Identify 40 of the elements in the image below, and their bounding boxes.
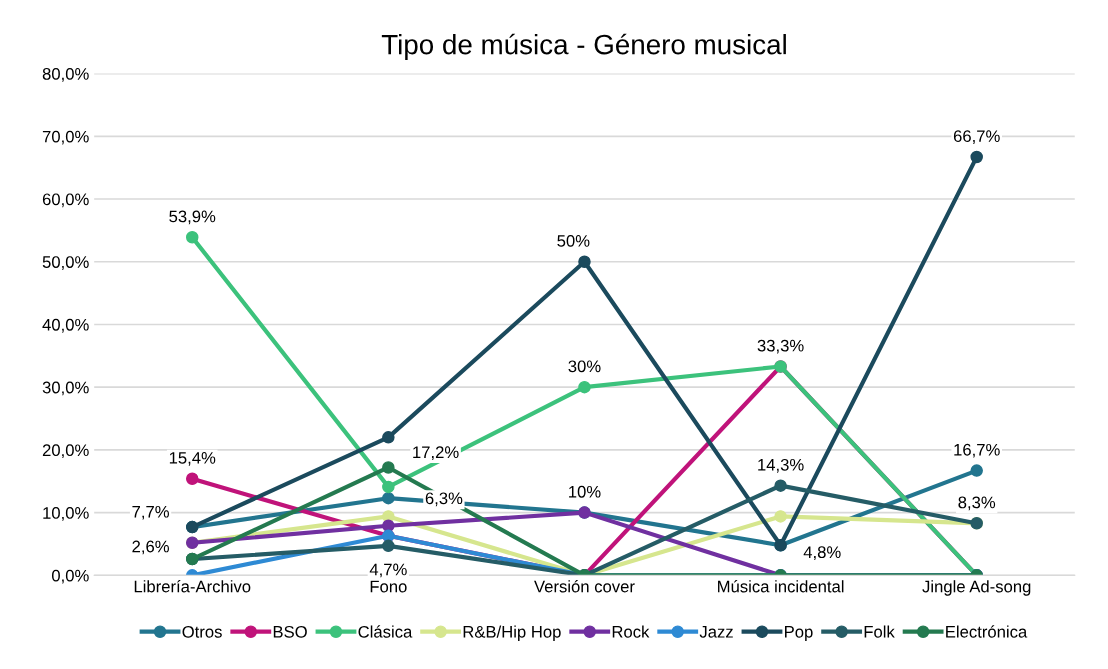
annotation: 2,6%: [132, 540, 169, 555]
legend-label: Clásica: [358, 625, 413, 638]
annotation: 6,3%: [425, 492, 463, 507]
legend-label: Rock: [612, 625, 650, 638]
legend-label: Pop: [785, 626, 813, 641]
legend-label: Electrónica: [946, 625, 1028, 638]
chart-title: Tipo de música - Género musical: [381, 33, 786, 60]
legend-label: Jazz: [699, 626, 733, 638]
annotation: 66,7%: [953, 130, 1000, 144]
legend-label: BSO: [273, 625, 307, 638]
annotation: 8,3%: [958, 496, 996, 511]
x-tick-label: Librería-Archivo: [134, 580, 251, 593]
annotation: 33,3%: [757, 339, 804, 354]
annotation: 17,2%: [413, 446, 459, 461]
y-tick-label: 60,0%: [42, 193, 89, 208]
y-tick-label: 70,0%: [42, 130, 89, 145]
legend-label: Otros: [182, 625, 222, 638]
annotation: 15,4%: [169, 452, 216, 466]
annotation: 14,3%: [758, 458, 804, 473]
y-tick-label: 80,0%: [42, 67, 89, 82]
y-tick-label: 30,0%: [42, 381, 89, 396]
annotation: 10%: [569, 485, 601, 498]
annotation: 7,7%: [132, 505, 169, 520]
legend-label: Folk: [864, 625, 895, 638]
annotation: 16,7%: [954, 443, 1000, 458]
annotation: 53,9%: [169, 210, 216, 225]
x-tick-label: Versión cover: [534, 580, 635, 593]
legend-label: R&B/Hip Hop: [463, 625, 561, 641]
annotation: 50%: [557, 234, 590, 247]
y-tick-label: 10,0%: [43, 507, 89, 521]
x-tick-label: Fono: [370, 580, 407, 593]
annotation: 4,8%: [803, 546, 841, 561]
y-tick-label: 50,0%: [42, 256, 89, 270]
y-tick-label: 0,0%: [51, 569, 89, 584]
x-tick-label: Jingle Ad-song: [922, 580, 1031, 596]
annotation: 4,7%: [369, 563, 407, 578]
annotation: 30%: [568, 360, 601, 373]
x-tick-label: Música incidental: [718, 580, 844, 593]
y-tick-label: 20,0%: [42, 444, 89, 459]
y-tick-label: 40,0%: [42, 318, 89, 333]
